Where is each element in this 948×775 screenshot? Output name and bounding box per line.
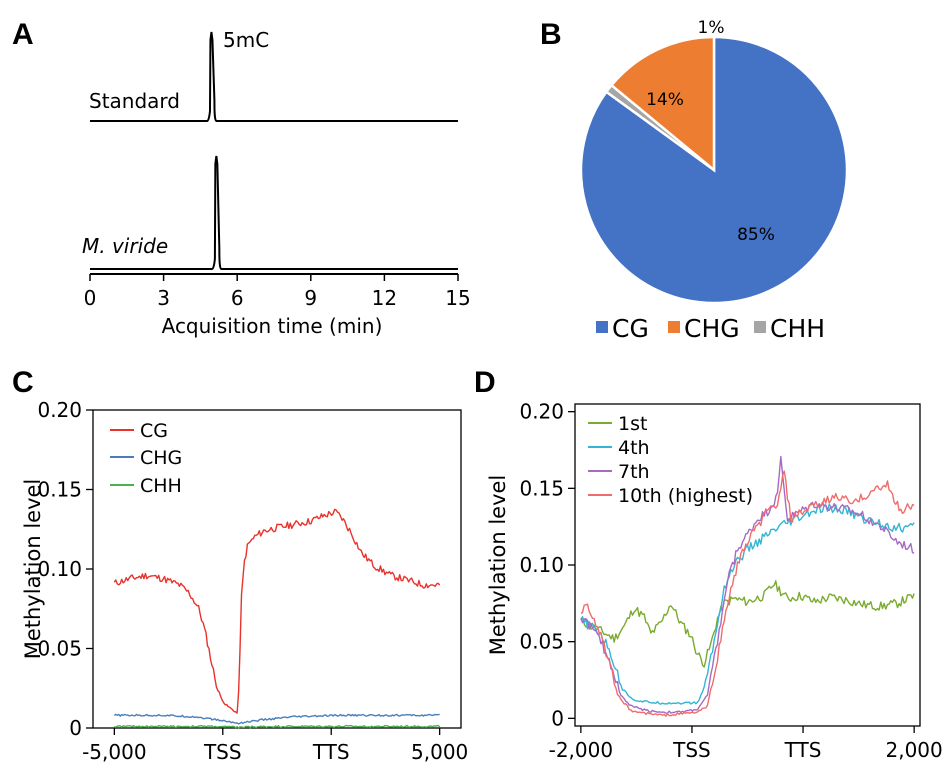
y-tick-label: 0.05 [519,630,564,654]
legend-swatch-chg [668,321,680,333]
trace-label-standard: Standard [89,89,180,113]
series-line-1st [580,580,915,668]
x-tick-label: 5,000 [411,740,468,764]
legend-swatch-cg [596,321,608,333]
x-ticks-c: -5,000 TSS TTS 5,000 [82,728,468,764]
x-tick-label: -5,000 [82,740,146,764]
x-tick-label: TTS [784,738,822,762]
legend-label-chg: CHG [684,314,740,343]
x-tick-label: TSS [672,738,711,762]
y-tick-label: 0 [551,706,564,730]
pie-label-chh: 1% [698,18,725,38]
y-tick-label: 0.15 [37,478,82,502]
panel-letter-b: B [540,18,562,51]
x-tick-label-a: 0 [84,286,97,310]
panel-letter-a: A [12,18,34,51]
pie-label-chg: 14% [646,90,684,110]
y-axis-label-d: Methylation level [486,475,510,656]
legend-label-chh: CHH [770,314,825,343]
x-tick-label-a: 6 [231,286,244,310]
panel-d-metaplot: 0 0.05 0.10 0.15 0.20 -2,000 TSS TTS 2,000 Meth… [486,400,943,762]
legend-label-c-chg: CHG [140,447,182,469]
panel-c-metaplot: 0 0.05 0.10 0.15 0.20 -5,000 TSS TTS 5,000 Meth… [21,398,468,764]
legend-label-d-4th: 4th [618,437,650,459]
y-tick-label: 0 [69,716,82,740]
panel-b-pie: 85% 1% 14% CG CHG CHH [579,18,849,343]
series-line-cg [113,508,441,714]
legend-c: CG CHG CHH [110,420,182,497]
x-tick-label-a: 3 [157,286,170,310]
pie-slice-chg [609,35,716,173]
panel-letter-c: C [12,366,34,399]
legend-label-d-7th: 7th [618,461,650,483]
series-lines-c [113,508,441,729]
series-line-chh [114,724,441,729]
y-tick-label: 0.20 [37,398,82,422]
y-tick-label: 0.20 [519,400,564,424]
legend-swatch-chh [754,321,766,333]
y-tick-label: 0.05 [37,637,82,661]
series-line-7th [580,455,915,714]
x-axis-label-a: Acquisition time (min) [162,314,383,338]
x-tick-label: TSS [203,740,242,764]
legend-label-d-1st: 1st [618,413,647,435]
x-ticks-d: -2,000 TSS TTS 2,000 [549,726,943,762]
y-tick-label: 0.10 [37,557,82,581]
pie-legend: CG CHG CHH [596,314,825,343]
x-tick-label: -2,000 [549,738,613,762]
series-lines-d [580,455,915,717]
panel-a-chromatogram: 5mC Standard M. viride 0 3 6 9 12 15 Acquisit… [82,28,471,338]
series-line-10th [580,470,915,717]
trace-line-standard [90,31,458,122]
legend-label-d-10th: 10th (highest) [618,485,753,507]
x-tick-label-a: 9 [304,286,317,310]
y-axis-label-c: Methylation level [21,479,45,660]
y-tick-label: 0.15 [519,476,564,500]
y-ticks-c: 0 0.05 0.10 0.15 0.20 [37,398,93,740]
legend-d: 1st 4th 7th 10th (highest) [588,413,753,507]
y-ticks-d: 0 0.05 0.10 0.15 0.20 [519,400,575,730]
y-tick-label: 0.10 [519,553,564,577]
legend-label-c-chh: CHH [140,475,182,497]
panel-letter-d: D [474,366,496,399]
series-line-chg [113,713,440,725]
x-tick-label: TTS [312,740,350,764]
legend-label-c-cg: CG [140,420,168,442]
pie-slices [579,35,849,305]
x-tick-label-a: 15 [445,286,470,310]
trace-line-m-viride [90,155,458,270]
pie-label-cg: 85% [737,225,775,245]
peak-label-5mc: 5mC [223,28,269,52]
x-tick-label: 2,000 [886,738,943,762]
x-ticks-a: 0 3 6 9 12 15 [84,274,471,310]
trace-label-m-viride: M. viride [82,234,168,258]
legend-label-cg: CG [612,314,649,343]
x-tick-label-a: 12 [372,286,397,310]
